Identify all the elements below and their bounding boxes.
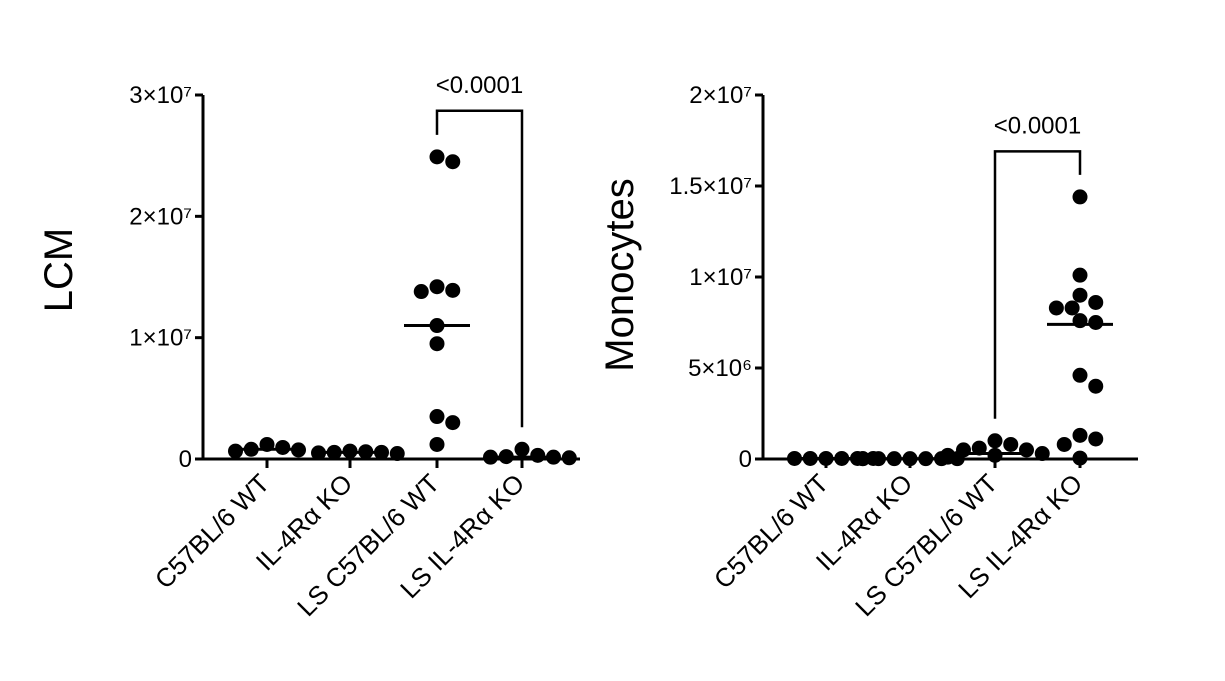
data-point <box>1088 431 1104 447</box>
y-tick-label: 3×10⁷ <box>129 82 192 109</box>
data-point <box>429 336 445 352</box>
x-tick-label-c57bl-6-wt: C57BL/6 WT <box>708 468 835 595</box>
data-point <box>445 282 461 298</box>
monocytes-panel: 0 5×10⁶ 1×10⁷ 1.5×10⁷ 2×10⁷ Monocytes C57BL/6 … <box>598 82 1138 622</box>
data-point <box>855 451 871 467</box>
x-tick-label-c57bl-6-wt: C57BL/6 WT <box>149 468 276 595</box>
data-point <box>445 154 461 170</box>
y-axis-label: Monocytes <box>598 178 642 371</box>
p-value-label: <0.0001 <box>436 72 523 99</box>
data-point <box>987 447 1003 463</box>
y-tick-label: 1×10⁷ <box>689 264 752 291</box>
data-point <box>1072 313 1088 329</box>
data-point <box>1003 436 1019 452</box>
data-point <box>987 433 1003 449</box>
p-value-label: <0.0001 <box>994 112 1081 139</box>
data-point <box>429 279 445 295</box>
data-point <box>1072 189 1088 205</box>
y-tick-label: 0 <box>739 446 752 473</box>
x-tick-label-ls-c57bl-6-wt: LS C57BL/6 WT <box>849 468 1003 622</box>
data-point <box>940 449 956 465</box>
data-point <box>1088 315 1104 330</box>
y-tick-label: 1×10⁷ <box>129 325 192 352</box>
data-point <box>1072 367 1088 383</box>
data-point <box>429 436 445 452</box>
data-point <box>1048 300 1064 316</box>
significance-bracket <box>435 109 524 428</box>
y-tick-label: 0 <box>179 446 192 473</box>
data-point <box>1072 450 1088 466</box>
data-point <box>1072 267 1088 283</box>
data-point <box>971 440 987 456</box>
data-point <box>445 415 461 431</box>
y-tick-label: 2×10⁷ <box>689 82 752 109</box>
data-point <box>1088 378 1104 394</box>
data-point <box>1088 294 1104 310</box>
data-point <box>429 149 445 165</box>
data-point <box>530 447 546 463</box>
y-tick-label: 5×10⁶ <box>688 355 752 382</box>
y-tick-label: 2×10⁷ <box>129 203 192 230</box>
y-axis-label: LCM <box>37 228 81 312</box>
data-point <box>1019 442 1034 458</box>
data-point <box>956 442 971 458</box>
data-point <box>1034 446 1050 462</box>
data-point <box>413 284 429 300</box>
data-point <box>1064 300 1080 316</box>
data-point <box>514 441 530 457</box>
data-point <box>389 446 405 462</box>
data-point <box>429 409 445 425</box>
data-point <box>228 443 243 459</box>
data-point <box>1056 436 1072 452</box>
data-point <box>1072 427 1088 443</box>
significance-bracket <box>993 150 1082 419</box>
y-tick-label: 1.5×10⁷ <box>669 173 752 200</box>
data-point <box>275 439 291 455</box>
data-point <box>561 450 577 466</box>
data-point <box>1072 287 1088 303</box>
